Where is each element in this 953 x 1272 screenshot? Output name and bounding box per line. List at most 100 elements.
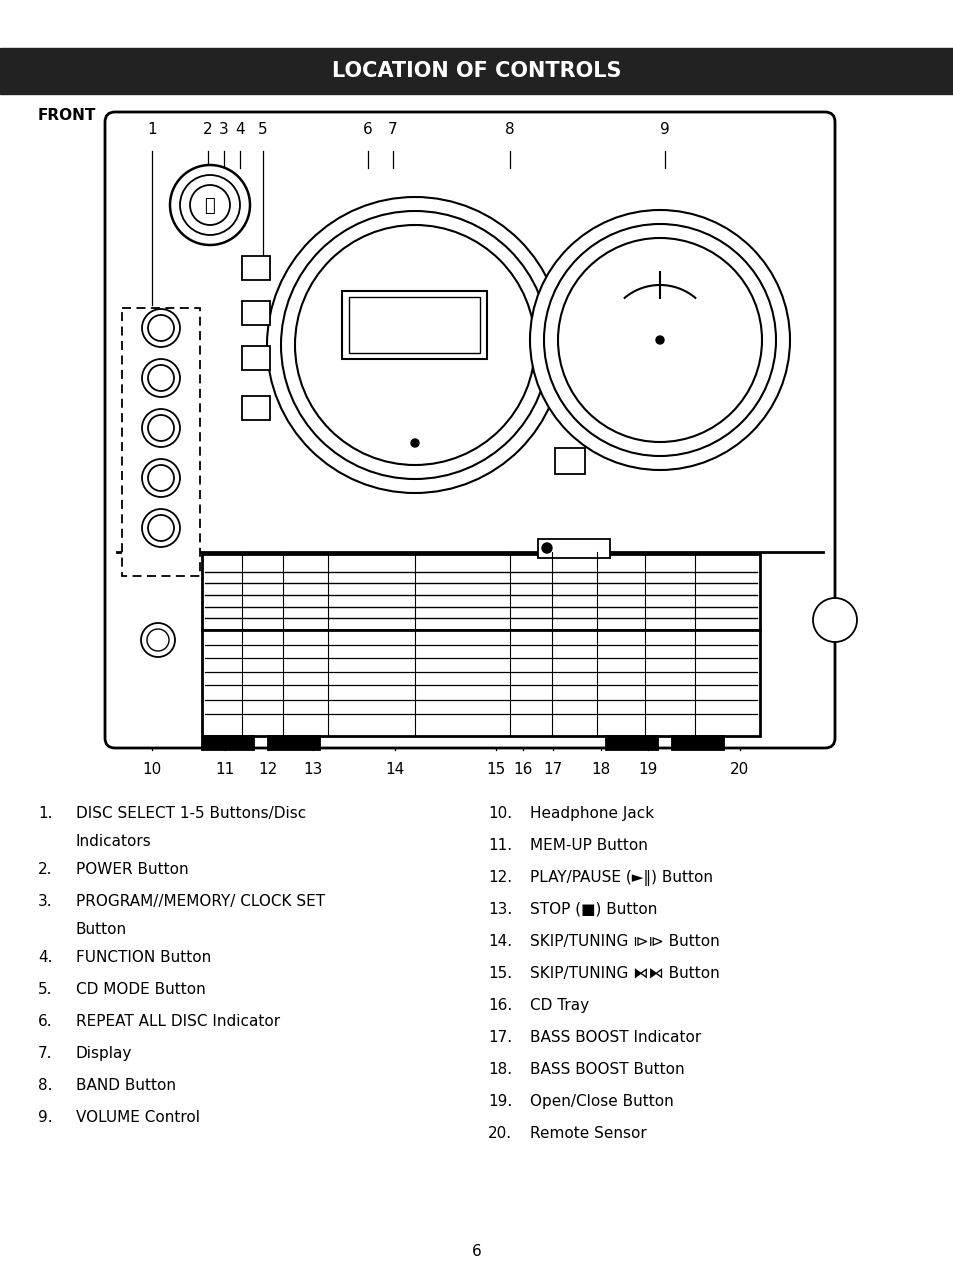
Text: SKIP/TUNING ⧐⧐ Button: SKIP/TUNING ⧐⧐ Button — [530, 934, 719, 949]
Text: DISC SELECT 1-5 Buttons/Disc: DISC SELECT 1-5 Buttons/Disc — [76, 806, 306, 820]
Circle shape — [267, 197, 562, 494]
Text: 14: 14 — [385, 762, 404, 777]
Text: 12: 12 — [258, 762, 277, 777]
Bar — [605, 736, 658, 750]
Circle shape — [294, 225, 535, 466]
Text: 9: 9 — [659, 122, 669, 137]
Bar — [202, 736, 253, 750]
Bar — [122, 308, 200, 576]
Text: 2: 2 — [203, 122, 213, 137]
Text: PLAY/PAUSE (►‖) Button: PLAY/PAUSE (►‖) Button — [530, 870, 712, 887]
Bar — [537, 539, 609, 558]
Bar — [242, 256, 270, 280]
Text: 20.: 20. — [488, 1126, 512, 1141]
Text: 18: 18 — [591, 762, 610, 777]
Text: 18.: 18. — [488, 1062, 512, 1077]
Text: ⏻: ⏻ — [204, 197, 215, 215]
Bar — [202, 630, 760, 736]
Text: 3.: 3. — [38, 894, 52, 909]
Circle shape — [142, 309, 180, 347]
Text: FUNCTION Button: FUNCTION Button — [76, 950, 211, 965]
Text: 11.: 11. — [488, 838, 512, 854]
Bar — [555, 448, 584, 474]
Circle shape — [281, 211, 548, 480]
Text: 7: 7 — [388, 122, 397, 137]
Text: 1: 1 — [147, 122, 156, 137]
Text: 14.: 14. — [488, 934, 512, 949]
Text: 13.: 13. — [488, 902, 512, 917]
Circle shape — [148, 515, 173, 541]
FancyBboxPatch shape — [105, 112, 834, 748]
Bar — [349, 296, 480, 354]
Circle shape — [812, 598, 856, 642]
Text: Button: Button — [76, 922, 127, 937]
Text: 6: 6 — [363, 122, 373, 137]
Text: 19.: 19. — [488, 1094, 512, 1109]
Text: MEM-UP Button: MEM-UP Button — [530, 838, 647, 854]
Circle shape — [142, 410, 180, 446]
Text: LOCATION OF CONTROLS: LOCATION OF CONTROLS — [332, 61, 621, 81]
Text: 15.: 15. — [488, 965, 512, 981]
Text: 10.: 10. — [488, 806, 512, 820]
Text: 17.: 17. — [488, 1030, 512, 1046]
Text: Remote Sensor: Remote Sensor — [530, 1126, 646, 1141]
Text: STOP (■) Button: STOP (■) Button — [530, 902, 657, 917]
Text: 3: 3 — [219, 122, 229, 137]
Bar — [242, 346, 270, 370]
Bar — [342, 291, 487, 359]
Circle shape — [148, 365, 173, 391]
Text: FRONT: FRONT — [38, 108, 96, 123]
Circle shape — [147, 628, 169, 651]
Text: POWER Button: POWER Button — [76, 862, 189, 876]
Circle shape — [148, 315, 173, 341]
Circle shape — [142, 359, 180, 397]
Bar — [242, 396, 270, 420]
Circle shape — [656, 336, 663, 343]
Text: 6.: 6. — [38, 1014, 52, 1029]
Circle shape — [142, 509, 180, 547]
Circle shape — [558, 238, 761, 441]
Circle shape — [148, 415, 173, 441]
Text: 13: 13 — [303, 762, 322, 777]
Circle shape — [190, 184, 230, 225]
Text: 9.: 9. — [38, 1110, 52, 1124]
Text: CD Tray: CD Tray — [530, 999, 589, 1013]
Text: Open/Close Button: Open/Close Button — [530, 1094, 673, 1109]
Text: BAND Button: BAND Button — [76, 1077, 175, 1093]
Text: REPEAT ALL DISC Indicator: REPEAT ALL DISC Indicator — [76, 1014, 280, 1029]
Circle shape — [170, 165, 250, 245]
Text: 4.: 4. — [38, 950, 52, 965]
Text: Display: Display — [76, 1046, 132, 1061]
Circle shape — [543, 224, 775, 455]
Text: 12.: 12. — [488, 870, 512, 885]
Text: 6: 6 — [472, 1244, 481, 1259]
Text: 20: 20 — [730, 762, 749, 777]
Text: 16: 16 — [513, 762, 532, 777]
Circle shape — [411, 439, 418, 446]
Circle shape — [142, 459, 180, 497]
Bar — [242, 301, 270, 326]
Circle shape — [141, 623, 174, 658]
Text: 2.: 2. — [38, 862, 52, 876]
Text: 19: 19 — [638, 762, 657, 777]
Circle shape — [530, 210, 789, 469]
Text: 8.: 8. — [38, 1077, 52, 1093]
Text: 10: 10 — [142, 762, 161, 777]
Bar — [0, 48, 953, 94]
Bar — [671, 736, 723, 750]
Text: 17: 17 — [543, 762, 562, 777]
Text: BASS BOOST Indicator: BASS BOOST Indicator — [530, 1030, 700, 1046]
Text: 15: 15 — [486, 762, 505, 777]
Text: 7.: 7. — [38, 1046, 52, 1061]
Text: Headphone Jack: Headphone Jack — [530, 806, 654, 820]
Text: SKIP/TUNING ⧑⧑ Button: SKIP/TUNING ⧑⧑ Button — [530, 965, 719, 981]
Text: CD MODE Button: CD MODE Button — [76, 982, 206, 997]
Circle shape — [180, 176, 240, 235]
Text: 1.: 1. — [38, 806, 52, 820]
Bar — [202, 555, 760, 630]
Text: Indicators: Indicators — [76, 834, 152, 850]
Text: VOLUME Control: VOLUME Control — [76, 1110, 200, 1124]
Text: 5.: 5. — [38, 982, 52, 997]
Circle shape — [541, 543, 552, 553]
Text: PROGRAM//MEMORY/ CLOCK SET: PROGRAM//MEMORY/ CLOCK SET — [76, 894, 325, 909]
